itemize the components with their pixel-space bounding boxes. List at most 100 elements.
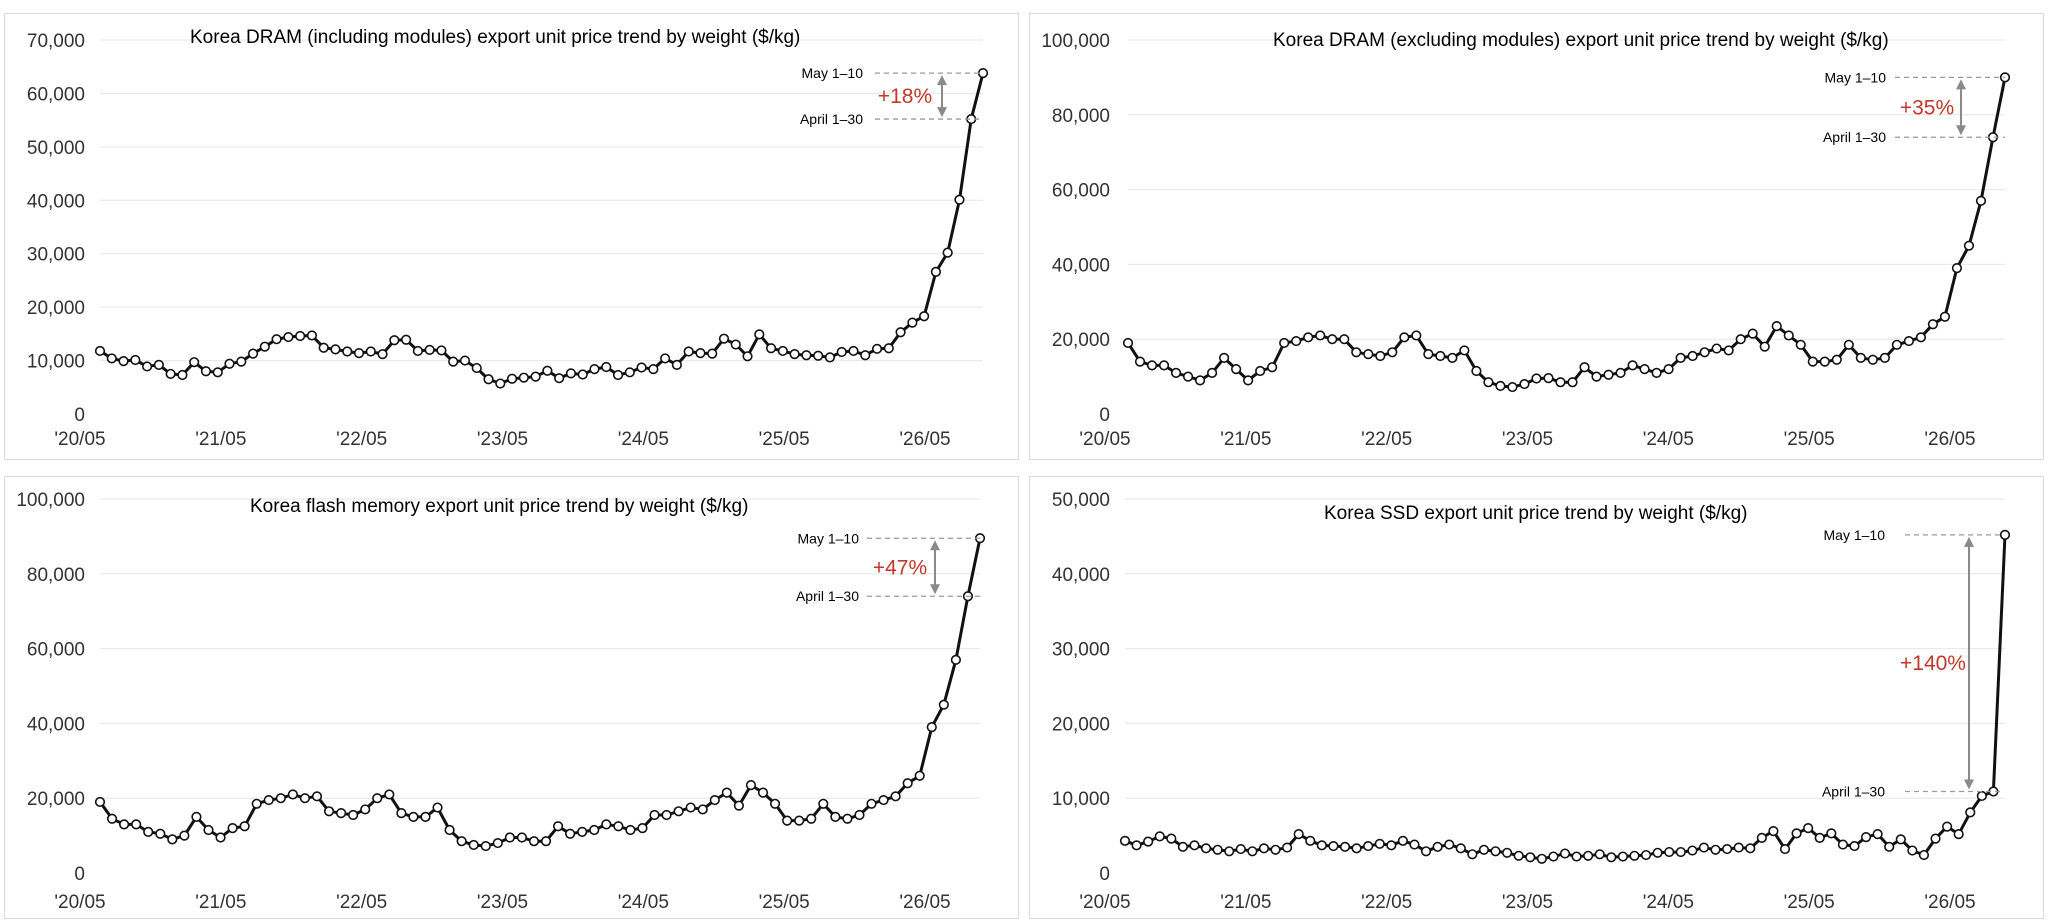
data-point bbox=[1282, 842, 1293, 853]
data-point bbox=[589, 364, 600, 375]
data-point bbox=[1867, 354, 1878, 365]
data-point bbox=[1435, 350, 1446, 362]
x-tick-label: '21/05 bbox=[195, 429, 246, 450]
data-point bbox=[919, 311, 930, 322]
x-tick-label: '25/05 bbox=[759, 892, 810, 913]
data-point bbox=[1270, 844, 1281, 855]
data-point bbox=[251, 798, 262, 809]
data-point bbox=[1735, 334, 1746, 345]
data-point bbox=[377, 349, 388, 360]
data-point bbox=[153, 359, 164, 370]
data-point bbox=[718, 333, 730, 344]
data-point bbox=[902, 778, 913, 789]
data-point bbox=[1490, 846, 1501, 857]
data-point bbox=[589, 824, 600, 836]
data-point bbox=[1471, 365, 1482, 377]
y-tick-label: 40,000 bbox=[27, 191, 85, 212]
x-tick-label: '24/05 bbox=[1643, 429, 1694, 450]
data-point bbox=[1771, 321, 1782, 332]
data-point bbox=[1879, 352, 1890, 364]
data-point bbox=[824, 352, 836, 363]
data-point bbox=[1617, 851, 1628, 862]
data-point bbox=[636, 362, 647, 373]
x-tick-label: '21/05 bbox=[195, 892, 246, 913]
data-point bbox=[1543, 372, 1554, 384]
data-point bbox=[495, 378, 506, 389]
x-tick-label: '24/05 bbox=[618, 429, 669, 450]
data-point bbox=[141, 361, 153, 372]
data-point bbox=[215, 832, 226, 843]
data-point bbox=[1710, 844, 1721, 855]
x-tick-label: '24/05 bbox=[1643, 892, 1694, 913]
data-point bbox=[1483, 377, 1494, 388]
data-point bbox=[1907, 845, 1918, 856]
data-point bbox=[1513, 850, 1524, 861]
data-point bbox=[318, 342, 329, 353]
data-point bbox=[1386, 840, 1397, 851]
data-point bbox=[883, 343, 894, 354]
data-point bbox=[1963, 240, 1975, 251]
data-point bbox=[1837, 839, 1848, 850]
data-point bbox=[1711, 343, 1722, 354]
data-point bbox=[1119, 835, 1131, 846]
data-point bbox=[420, 811, 431, 823]
data-point bbox=[94, 345, 106, 357]
y-tick-label: 0 bbox=[74, 405, 85, 426]
data-point bbox=[950, 654, 961, 665]
data-point bbox=[1351, 347, 1362, 358]
data-point bbox=[1267, 362, 1278, 373]
data-point bbox=[977, 68, 989, 79]
data-point bbox=[1583, 850, 1594, 861]
data-point bbox=[1536, 853, 1547, 864]
data-point bbox=[283, 331, 294, 343]
data-point bbox=[954, 194, 965, 205]
data-point bbox=[1627, 360, 1638, 371]
data-point bbox=[1212, 844, 1223, 855]
data-point bbox=[1591, 371, 1602, 382]
data-point bbox=[1170, 367, 1182, 378]
y-tick-label: 20,000 bbox=[1052, 714, 1110, 735]
data-point bbox=[1235, 843, 1246, 855]
data-point bbox=[396, 808, 407, 819]
data-point bbox=[907, 317, 918, 328]
data-point bbox=[1698, 842, 1710, 853]
data-point bbox=[1315, 330, 1326, 341]
data-point bbox=[106, 353, 117, 364]
data-point bbox=[1219, 352, 1230, 364]
data-point bbox=[1194, 375, 1206, 386]
data-point bbox=[1756, 832, 1767, 843]
data-point bbox=[1951, 263, 1963, 274]
arrow-head-down bbox=[1964, 779, 1974, 790]
data-point bbox=[1930, 833, 1941, 844]
data-point bbox=[295, 330, 306, 342]
data-point bbox=[94, 796, 106, 808]
data-point bbox=[813, 350, 824, 361]
x-tick-label: '20/05 bbox=[1079, 429, 1130, 450]
y-tick-label: 20,000 bbox=[1052, 330, 1110, 351]
data-point bbox=[191, 811, 202, 823]
data-point bbox=[1363, 840, 1374, 852]
data-point bbox=[673, 806, 684, 817]
data-point bbox=[224, 358, 235, 369]
data-point bbox=[1387, 347, 1398, 358]
data-point bbox=[106, 813, 118, 824]
data-point bbox=[733, 800, 745, 811]
data-point bbox=[1976, 790, 1987, 802]
y-tick-label: 30,000 bbox=[1052, 640, 1110, 661]
data-point bbox=[1305, 835, 1316, 846]
data-point bbox=[360, 804, 371, 815]
data-point bbox=[1819, 356, 1830, 367]
data-point bbox=[1189, 840, 1200, 851]
arrow-head-up bbox=[937, 75, 947, 86]
series-line bbox=[98, 537, 982, 848]
annotation-upper-label: May 1–10 bbox=[802, 65, 864, 81]
data-point bbox=[480, 840, 491, 852]
data-point bbox=[871, 343, 883, 354]
x-tick-label: '22/05 bbox=[1361, 429, 1412, 450]
chart-title: Korea flash memory export unit price tre… bbox=[250, 496, 748, 517]
data-point bbox=[1664, 846, 1675, 858]
y-tick-label: 100,000 bbox=[1041, 31, 1110, 52]
data-point bbox=[854, 809, 865, 821]
data-point bbox=[1953, 829, 1964, 840]
data-point bbox=[1432, 841, 1443, 852]
